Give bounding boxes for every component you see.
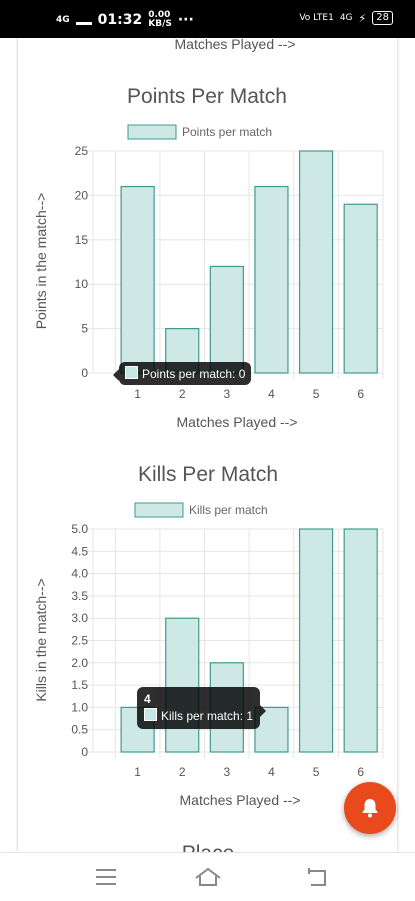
bar xyxy=(343,528,378,753)
system-nav-bar xyxy=(0,852,415,901)
volte-indicator: Vo LTE1 xyxy=(299,12,334,23)
tooltip-arrow xyxy=(260,705,267,717)
y-tick-label: 5.0 xyxy=(71,522,88,536)
signal-icon xyxy=(75,15,92,25)
charging-icon: ⚡ xyxy=(358,11,367,25)
y-tick-label: 2.5 xyxy=(71,634,88,648)
bar xyxy=(343,203,378,374)
y-tick-label: 15 xyxy=(75,233,89,247)
y-tick-label: 3.0 xyxy=(71,611,88,625)
status-right: Vo LTE1 4G ⚡ 28 xyxy=(299,11,393,25)
charts-canvas: Matches Played --> Points Per Match Poin… xyxy=(33,38,384,852)
bar xyxy=(120,185,155,374)
legend-label[interactable]: Points per match xyxy=(182,125,272,139)
tooltip-title: 4 xyxy=(144,692,151,706)
y-tick-label: 1.5 xyxy=(71,678,88,692)
y-tick-label: 0.5 xyxy=(71,723,88,737)
y-axis-label: Kills in the match--> xyxy=(33,578,49,701)
network-speed-unit: KB/S xyxy=(148,19,172,29)
back-icon[interactable] xyxy=(305,865,329,889)
tooltip-arrow xyxy=(113,369,119,381)
x-axis-label: Matches Played --> xyxy=(180,792,301,808)
notification-fab[interactable] xyxy=(344,782,396,834)
y-tick-label: 10 xyxy=(75,277,89,291)
network-speed: 0.00 KB/S xyxy=(148,11,172,29)
legend-swatch[interactable] xyxy=(134,502,184,518)
x-tick-label: 1 xyxy=(134,765,141,779)
x-tick-label: 2 xyxy=(179,765,186,779)
x-tick-label: 5 xyxy=(313,387,320,401)
y-tick-label: 1.0 xyxy=(71,700,88,714)
x-tick-label: 1 xyxy=(134,387,141,401)
clock: 01:32 xyxy=(97,12,143,28)
y-tick-label: 2.0 xyxy=(71,656,88,670)
next-section-title: Place xyxy=(182,842,235,852)
y-tick-label: 25 xyxy=(75,144,89,158)
kills-per-match-chart: Kills Per Match Kills per match Kills in… xyxy=(33,463,384,808)
x-tick-label: 2 xyxy=(179,387,186,401)
y-tick-label: 0 xyxy=(81,366,88,380)
y-tick-label: 5 xyxy=(81,322,88,336)
bar xyxy=(298,528,334,753)
y-tick-label: 20 xyxy=(75,188,89,202)
points-tooltip: Points per match: 0 xyxy=(113,362,252,385)
tooltip-swatch xyxy=(144,708,157,721)
chart-title: Points Per Match xyxy=(127,85,287,108)
bar xyxy=(209,265,244,374)
y-tick-label: 4.5 xyxy=(71,544,88,558)
x-tick-label: 5 xyxy=(313,765,320,779)
network-type-right: 4G xyxy=(339,12,353,23)
status-left: 4G 01:32 0.00 KB/S ··· xyxy=(56,11,194,29)
y-axis-label: Points in the match--> xyxy=(33,193,49,330)
y-tick-label: 3.5 xyxy=(71,589,88,603)
notification-dots-icon: ··· xyxy=(177,12,194,28)
previous-chart-xlabel: Matches Played --> xyxy=(175,38,296,52)
x-tick-label: 4 xyxy=(268,765,275,779)
bell-icon xyxy=(362,799,378,818)
tooltip-text: Points per match: 0 xyxy=(142,367,246,381)
stats-content[interactable]: Matches Played --> Points Per Match Poin… xyxy=(18,38,397,852)
x-tick-label: 6 xyxy=(357,387,364,401)
tooltip-swatch xyxy=(125,366,138,379)
x-tick-label: 3 xyxy=(224,765,231,779)
x-tick-label: 3 xyxy=(224,387,231,401)
legend-label[interactable]: Kills per match xyxy=(189,503,268,517)
status-bar: 4G 01:32 0.00 KB/S ··· Vo LTE1 4G ⚡ 28 xyxy=(0,0,415,38)
home-icon[interactable] xyxy=(194,865,222,889)
bar xyxy=(165,617,200,753)
bar xyxy=(298,150,334,374)
y-tick-label: 0 xyxy=(81,745,88,759)
network-type-left: 4G xyxy=(56,14,70,25)
legend-swatch[interactable] xyxy=(127,124,177,140)
menu-icon[interactable] xyxy=(94,865,118,889)
chart-title: Kills Per Match xyxy=(138,463,278,486)
bar xyxy=(254,185,289,374)
network-speed-value: 0.00 xyxy=(148,10,171,20)
y-tick-label: 4.0 xyxy=(71,567,88,581)
battery-icon: 28 xyxy=(372,11,393,25)
x-tick-label: 4 xyxy=(268,387,275,401)
x-axis-label: Matches Played --> xyxy=(177,414,298,430)
x-tick-label: 6 xyxy=(357,765,364,779)
kills-tooltip: 4 Kills per match: 1 xyxy=(137,687,267,729)
tooltip-text: Kills per match: 1 xyxy=(161,709,254,723)
